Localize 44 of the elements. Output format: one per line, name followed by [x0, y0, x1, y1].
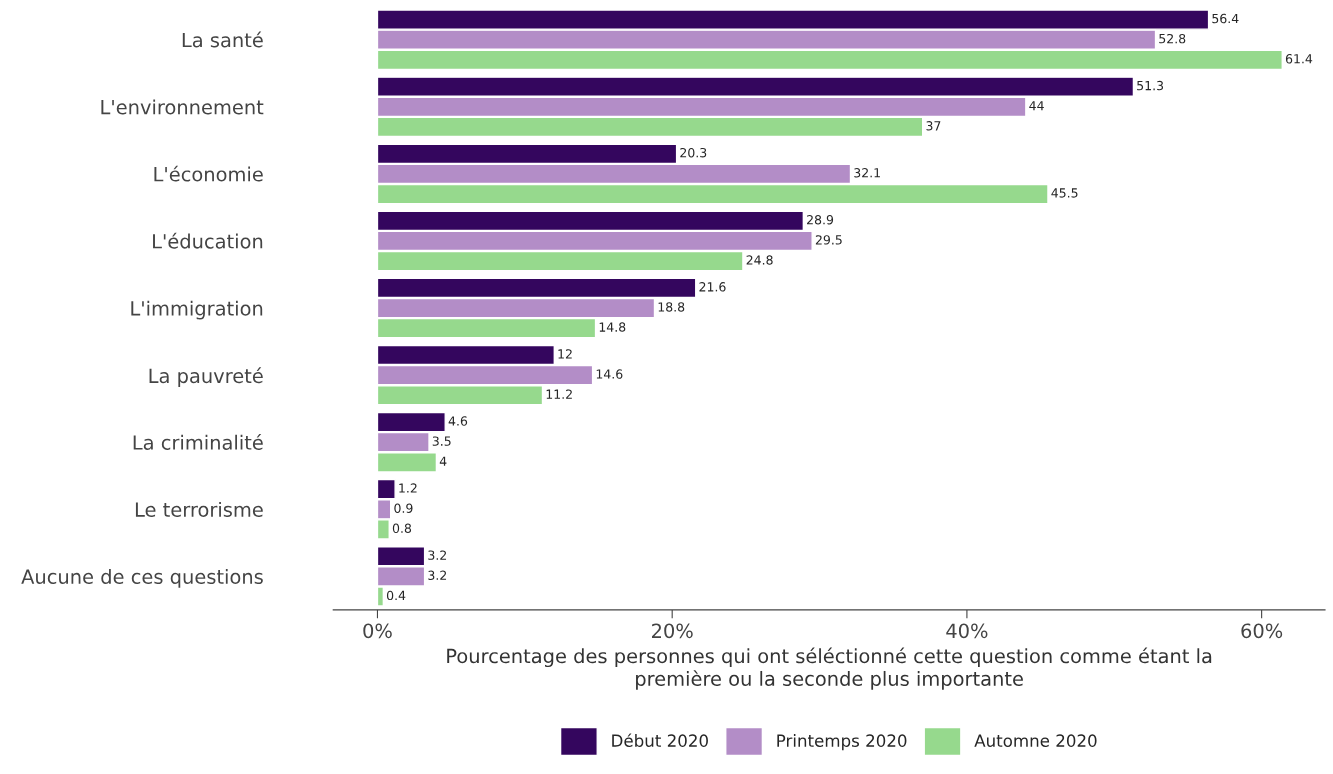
data-label: 0.9: [394, 503, 413, 513]
legend-label: Printemps 2020: [777, 734, 907, 751]
data-label: 45.5: [1051, 188, 1078, 198]
data-label: 21.6: [699, 282, 726, 292]
x-tick-label: 40%: [946, 623, 988, 639]
y-tick-label: L'environnement: [101, 99, 264, 115]
data-label: 12: [558, 349, 572, 359]
data-label: 11.2: [546, 389, 572, 399]
x-tick-label: 0%: [363, 623, 392, 639]
data-label: 4: [439, 456, 447, 466]
data-label: 3.2: [428, 570, 447, 580]
data-label: 14.6: [596, 369, 623, 379]
data-label: 0.8: [392, 523, 412, 534]
y-tick-label: L'immigration: [131, 300, 263, 320]
legend-label: Automne 2020: [974, 734, 1097, 747]
data-label: 44: [1029, 101, 1044, 111]
x-tick-label: 60%: [1241, 623, 1283, 639]
data-label: 14.8: [599, 322, 626, 332]
y-tick-label: L'éducation: [153, 232, 263, 249]
y-tick-label: La criminalité: [133, 434, 263, 450]
data-label: 28.9: [807, 215, 834, 225]
y-tick-label: La santé: [182, 31, 263, 48]
data-label: 51.3: [1137, 80, 1164, 91]
data-label: 37: [926, 121, 941, 131]
data-label: 3.5: [432, 436, 451, 446]
data-label: 4.6: [448, 416, 468, 426]
data-label: 0.4: [386, 590, 406, 601]
x-tick-label: 20%: [652, 623, 693, 639]
legend-label: Début 2020: [612, 733, 708, 747]
data-label: 29.5: [815, 235, 842, 245]
data-label: 32.1: [854, 168, 880, 178]
data-label: 56.4: [1212, 13, 1239, 24]
data-label: 61.4: [1285, 54, 1313, 64]
data-label: 1.2: [399, 483, 417, 493]
y-tick-label: Aucune de ces questions: [21, 568, 263, 588]
y-tick-label: Le terrorisme: [135, 501, 263, 517]
y-tick-label: La pauvreté: [149, 367, 263, 387]
data-label: 3.2: [428, 550, 447, 560]
data-label: 20.3: [680, 147, 707, 158]
y-tick-label: L'économie: [154, 165, 263, 182]
data-label: 18.8: [658, 302, 685, 312]
data-label: 24.8: [746, 255, 773, 265]
x-axis-title: Pourcentage des personnes qui ont séléctionné cette question comme étant la première ou la seconde plus importante: [447, 647, 1212, 690]
data-label: 52.8: [1159, 33, 1186, 44]
